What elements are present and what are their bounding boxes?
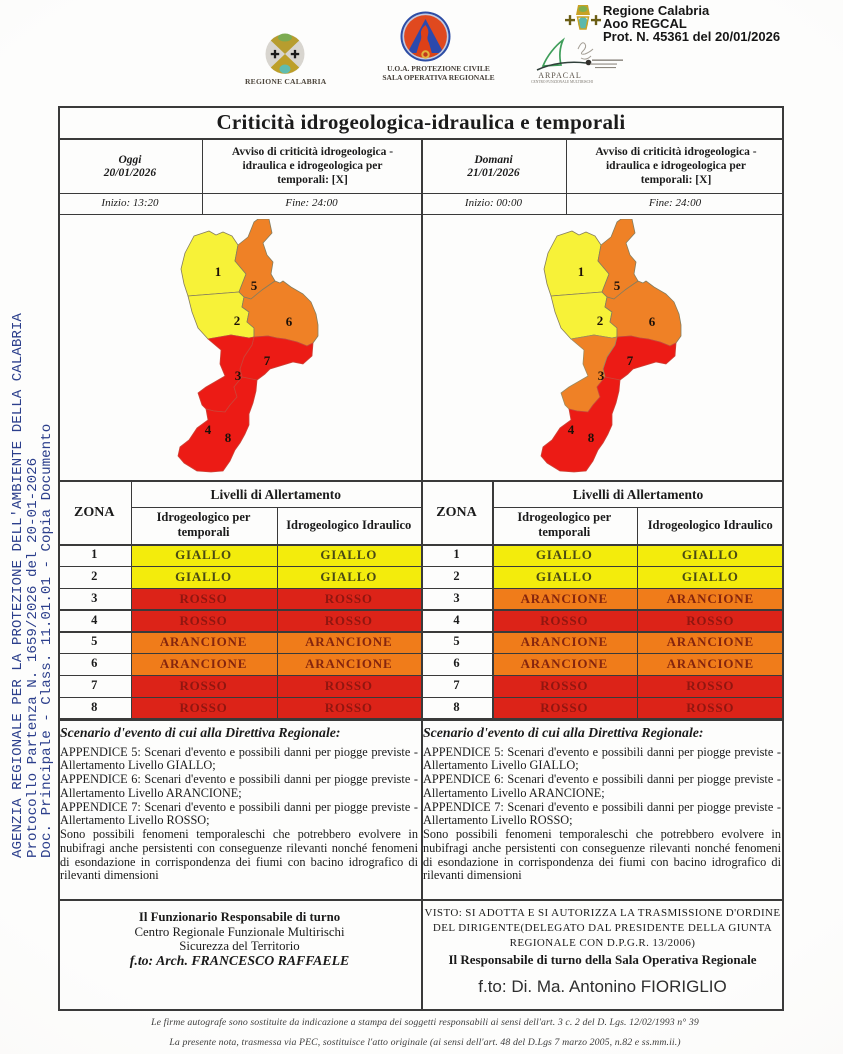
svg-text:4: 4 bbox=[568, 422, 575, 437]
svg-text:4: 4 bbox=[205, 422, 212, 437]
svg-text:8: 8 bbox=[588, 430, 595, 445]
svg-text:8: 8 bbox=[225, 430, 232, 445]
svg-text:1: 1 bbox=[215, 264, 222, 279]
svg-text:1: 1 bbox=[578, 264, 585, 279]
svg-text:3: 3 bbox=[235, 368, 242, 383]
svg-text:5: 5 bbox=[614, 278, 621, 293]
svg-text:5: 5 bbox=[251, 278, 258, 293]
svg-text:2: 2 bbox=[597, 313, 604, 328]
svg-text:2: 2 bbox=[234, 313, 241, 328]
svg-text:7: 7 bbox=[627, 353, 634, 368]
svg-text:6: 6 bbox=[286, 314, 293, 329]
svg-text:6: 6 bbox=[649, 314, 656, 329]
svg-text:3: 3 bbox=[598, 368, 605, 383]
svg-text:7: 7 bbox=[264, 353, 271, 368]
